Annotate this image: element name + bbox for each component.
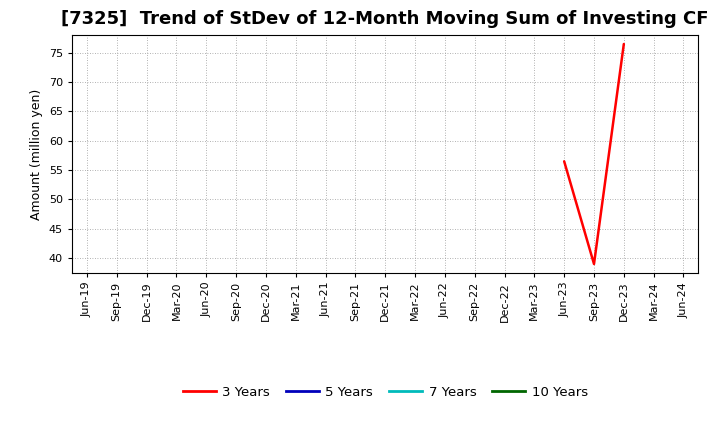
Y-axis label: Amount (million yen): Amount (million yen) <box>30 88 43 220</box>
3 Years <box>619 41 628 47</box>
Line: 3 Years: 3 Years <box>564 44 624 264</box>
3 Years <box>590 261 598 267</box>
3 Years <box>560 159 569 164</box>
Title: [7325]  Trend of StDev of 12-Month Moving Sum of Investing CF: [7325] Trend of StDev of 12-Month Moving… <box>61 10 709 28</box>
Legend: 3 Years, 5 Years, 7 Years, 10 Years: 3 Years, 5 Years, 7 Years, 10 Years <box>177 381 593 404</box>
